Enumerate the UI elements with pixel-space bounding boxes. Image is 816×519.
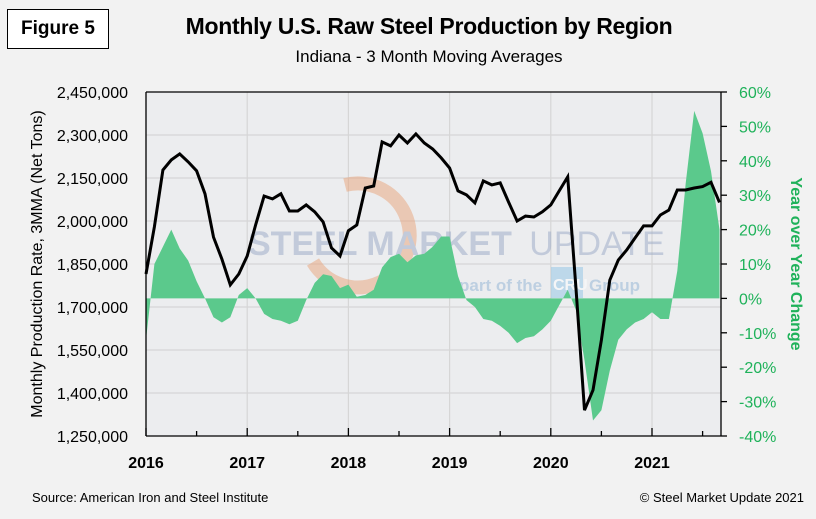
x-tick-label: 2018 [331,455,367,472]
y-left-tick-label: 2,000,000 [57,214,128,231]
y-right-tick-label: -20% [739,360,776,377]
watermark: STEEL MARKET UPDATE part of the CRU Grou… [248,176,665,298]
watermark-brand-bold: STEEL MARKET [248,225,512,263]
watermark-brand: STEEL MARKET UPDATE [248,225,665,263]
watermark-cru-text: CRU [553,277,588,294]
y-right-tick-label: -30% [739,395,776,412]
chart-subtitle: Indiana - 3 Month Moving Averages [295,47,563,66]
y-right-tick-label: -40% [739,429,776,446]
x-tick-label: 2017 [229,455,265,472]
y-axis-right-ticks: -40% -30% -20% -10% 0% 10% 20% 30% 40% 50% 60% [721,85,776,446]
watermark-tagline: part of the [459,276,542,295]
yoy-area-series [146,110,720,421]
y-right-tick-label: 50% [739,119,771,136]
y-left-tick-label: 1,400,000 [57,386,128,403]
chart-title: Monthly U.S. Raw Steel Production by Reg… [185,13,673,39]
y-right-tick-label: 0% [739,291,762,308]
y-axis-left-ticks: 1,250,000 1,400,000 1,550,000 1,700,000 1,85… [57,85,128,446]
y-left-tick-label: 1,700,000 [57,300,128,317]
y-right-tick-label: 30% [739,188,771,205]
y-left-tick-label: 2,450,000 [57,85,128,102]
y-left-tick-label: 1,550,000 [57,343,128,360]
production-line [144,131,721,411]
y-left-tick-label: 2,300,000 [57,128,128,145]
x-tick-label: 2020 [533,455,569,472]
watermark-brand-light: UPDATE [529,225,664,263]
x-tick-label: 2016 [128,455,164,472]
yoy-area [146,110,720,421]
y-left-tick-label: 1,850,000 [57,257,128,274]
y-left-tick-label: 1,250,000 [57,429,128,446]
watermark-tagline-post: Group [589,276,640,295]
x-tick-label: 2019 [432,455,468,472]
y-right-tick-label: 20% [739,223,771,240]
watermark-tagline-pre: part of the [459,276,542,295]
x-axis-ticks: 2016 2017 2018 2019 2020 2021 [128,428,704,472]
y-right-tick-label: 10% [739,257,771,274]
y-right-tick-label: -10% [739,326,776,343]
source-note: Source: American Iron and Steel Institut… [32,490,269,505]
y-right-tick-label: 40% [739,154,771,171]
y-right-tick-label: 60% [739,85,771,102]
watermark-arc [306,176,417,295]
x-tick-label: 2021 [634,455,670,472]
copyright-note: © Steel Market Update 2021 [639,490,804,505]
y-left-tick-label: 2,150,000 [57,171,128,188]
production-line-series [144,131,721,411]
figure-label: Figure 5 [7,9,109,49]
